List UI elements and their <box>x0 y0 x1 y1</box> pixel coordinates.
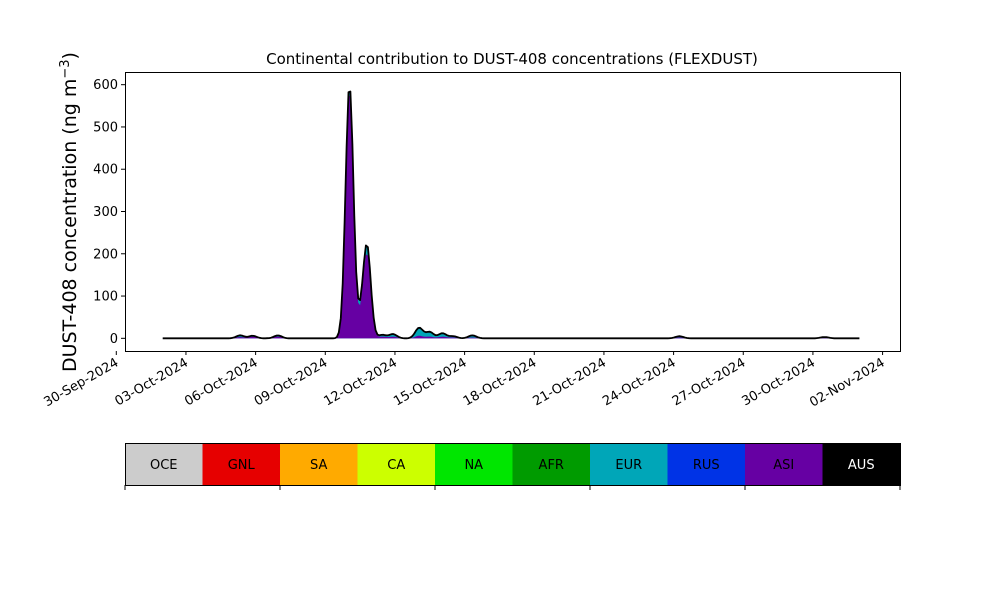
x-tick-label: 12-Oct-2024 <box>322 355 400 409</box>
x-tick-label: 27-Oct-2024 <box>670 355 748 409</box>
legend-label: GNL <box>228 458 256 473</box>
legend-swatch <box>822 443 900 485</box>
legend-label: EUR <box>615 458 642 473</box>
x-tick-label: 21-Oct-2024 <box>531 355 609 409</box>
y-tick-label: 400 <box>93 163 118 178</box>
y-tick-label: 500 <box>93 120 118 135</box>
legend-swatch <box>590 443 668 485</box>
y-tick-label: 100 <box>93 290 118 305</box>
chart-title: Continental contribution to DUST-408 con… <box>266 50 758 68</box>
legend-label: CA <box>387 458 405 473</box>
legend-label: OCE <box>150 458 178 473</box>
legend-swatch <box>280 443 358 485</box>
y-axis-label: DUST-408 concentration (ng m−3) <box>58 52 81 372</box>
x-tick-label: 03-Oct-2024 <box>113 355 191 409</box>
x-tick-label: 02-Nov-2024 <box>807 355 887 410</box>
legend-colorbar: OCE GNL SA CA NA AFR EUR RUS ASI AUS <box>124 443 901 490</box>
legend-label: RUS <box>693 458 720 473</box>
y-tick-label: 300 <box>93 205 118 220</box>
x-axis: 30-Sep-202403-Oct-202406-Oct-202409-Oct-… <box>41 351 888 410</box>
y-axis-label-close: ) <box>59 52 81 59</box>
y-tick-label: 0 <box>110 332 118 347</box>
series-area-other <box>162 91 860 339</box>
legend-swatch <box>435 443 513 485</box>
legend-label: NA <box>464 458 483 473</box>
x-tick-label: 09-Oct-2024 <box>252 355 330 409</box>
legend-label: AFR <box>539 458 564 473</box>
x-tick-label: 06-Oct-2024 <box>182 355 260 409</box>
legend-swatch <box>745 443 823 485</box>
y-axis: 0 100 200 300 400 500 600 <box>93 78 125 347</box>
legend-swatch <box>512 443 590 485</box>
y-axis-label-main: DUST-408 concentration (ng m <box>59 79 81 372</box>
x-tick-label: 24-Oct-2024 <box>600 355 678 409</box>
x-tick-label: 15-Oct-2024 <box>391 355 469 409</box>
svg-text:DUST-408 concentration (ng m−3: DUST-408 concentration (ng m−3) <box>58 52 81 372</box>
x-tick-label: 30-Oct-2024 <box>740 355 818 409</box>
y-tick-label: 200 <box>93 247 118 262</box>
legend-label: AUS <box>848 458 875 473</box>
x-tick-label: 18-Oct-2024 <box>461 355 539 409</box>
legend-swatch <box>357 443 435 485</box>
series-area-asi <box>162 95 860 339</box>
legend-swatch <box>202 443 280 485</box>
legend-swatch <box>125 443 203 485</box>
legend-label: SA <box>310 458 327 473</box>
y-tick-label: 600 <box>93 78 118 93</box>
legend-swatch <box>667 443 745 485</box>
y-axis-label-unit: −3 <box>58 59 73 78</box>
x-tick-label: 30-Sep-2024 <box>41 355 121 410</box>
series-total-line <box>162 90 860 340</box>
plot-area <box>162 90 860 340</box>
legend-label: ASI <box>773 458 794 473</box>
legend-frame <box>125 443 901 486</box>
plot-frame <box>125 72 901 352</box>
